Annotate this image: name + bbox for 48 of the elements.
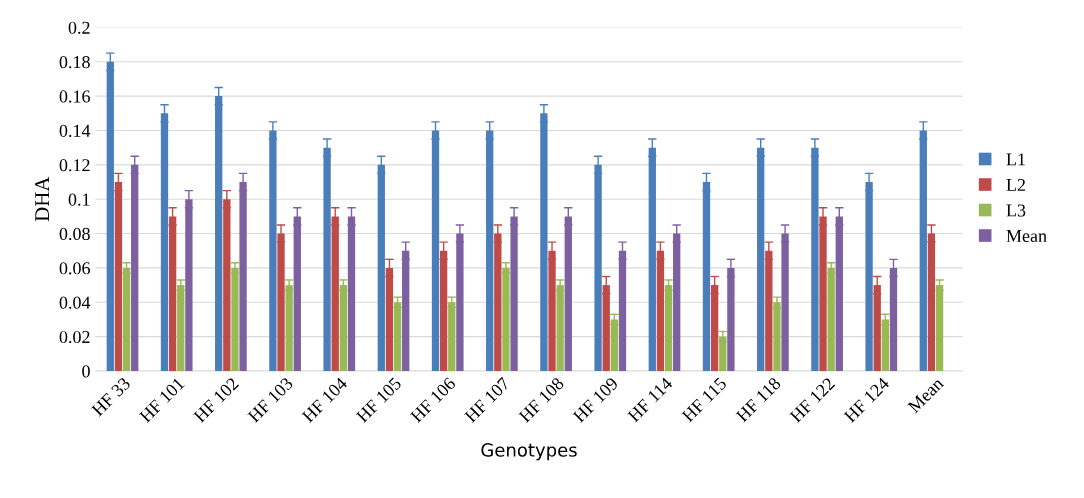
bar (556, 285, 564, 372)
x-tick-label: HF 104 (301, 376, 349, 424)
x-tick-label: HF 105 (355, 376, 402, 424)
y-tick-label: 0.16 (59, 90, 90, 103)
bar (881, 319, 890, 372)
bar (177, 285, 185, 372)
x-tick-label: HF 108 (518, 376, 565, 424)
legend-label: L2 (1006, 178, 1025, 191)
y-tick-label: 0 (82, 365, 90, 378)
y-tick-label: 0.1 (68, 193, 90, 206)
x-tick-label: HF 33 (90, 376, 131, 417)
legend-label: Mean (1006, 230, 1047, 243)
y-tick-label: 0.12 (59, 159, 90, 172)
legend-label: L1 (1006, 153, 1025, 166)
x-tick-label: HF 101 (138, 377, 185, 424)
x-tick-label: HF 124 (843, 376, 890, 424)
y-tick-label: 0.08 (59, 227, 90, 241)
bar (502, 267, 510, 372)
y-tick-label: 0.2 (68, 21, 90, 34)
bar (285, 285, 293, 372)
y-tick-label: 0.06 (59, 262, 90, 275)
bar (827, 267, 835, 372)
y-tick-label: 0.02 (59, 330, 90, 344)
x-tick-label: HF 118 (735, 376, 782, 423)
x-tick-label: HF 109 (572, 376, 619, 424)
bar (339, 285, 348, 372)
bar (393, 302, 402, 372)
y-tick-label: 0.18 (59, 56, 90, 69)
legend-label: L3 (1006, 204, 1026, 217)
y-axis-title: DHA (35, 176, 49, 222)
x-tick-label: HF 102 (192, 376, 240, 424)
y-tick-label: 0.14 (59, 124, 91, 137)
bar (231, 267, 239, 372)
y-tick-label: 0.04 (59, 296, 91, 309)
bar (773, 302, 781, 372)
x-tick-label: HF 103 (247, 376, 294, 424)
x-tick-label: HF 115 (681, 376, 728, 423)
bar (122, 267, 131, 372)
x-tick-label: HF 107 (463, 376, 511, 424)
bar (719, 336, 727, 372)
bar (664, 285, 673, 372)
x-tick-label: HF 114 (627, 376, 674, 423)
x-tick-label: HF 106 (409, 376, 457, 424)
bar (610, 319, 619, 372)
x-tick-label: HF 122 (789, 376, 836, 424)
bar (448, 302, 456, 372)
x-axis-title: Genotypes (481, 443, 577, 461)
bar (935, 285, 944, 372)
